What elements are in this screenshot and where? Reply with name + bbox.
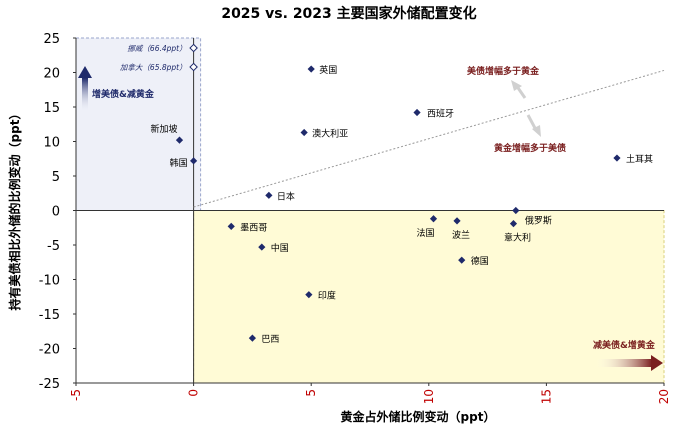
annotation-bottom-right: 减美债&增黄金 bbox=[593, 339, 656, 351]
y-tick-label: 15 bbox=[43, 101, 60, 116]
data-point bbox=[613, 154, 621, 162]
up-arrow-icon bbox=[78, 66, 92, 112]
down-right-gray-arrow-icon bbox=[526, 114, 541, 137]
offscale-point-label: 加拿大（65.8ppt） bbox=[120, 63, 187, 72]
right-arrow-icon bbox=[596, 355, 663, 371]
offscale-data-point bbox=[189, 62, 198, 72]
x-tick-labels: -5 0 5 10 15 20 bbox=[69, 383, 671, 404]
y-tick-label: -15 bbox=[39, 308, 60, 323]
offscale-point-label: 挪威（66.4ppt） bbox=[127, 44, 186, 53]
y-tick-label: 10 bbox=[43, 136, 60, 151]
y-axis-label: 持有美债相比外储的比例变动（ppt） bbox=[7, 108, 22, 311]
point-label: 西班牙 bbox=[427, 108, 454, 120]
data-points bbox=[175, 43, 621, 342]
y-tick-label: -5 bbox=[47, 239, 60, 254]
point-label: 法国 bbox=[416, 227, 434, 239]
offscale-data-point bbox=[189, 43, 198, 53]
data-point bbox=[429, 215, 438, 223]
point-label: 澳大利亚 bbox=[312, 128, 348, 140]
data-point bbox=[265, 191, 273, 199]
data-point bbox=[512, 206, 520, 215]
x-tick-label: -5 bbox=[69, 389, 83, 401]
y-tick-label: -25 bbox=[39, 377, 60, 392]
data-point bbox=[307, 65, 315, 73]
y-tick-label: 0 bbox=[52, 205, 60, 220]
point-label: 俄罗斯 bbox=[525, 215, 552, 227]
data-point bbox=[248, 334, 256, 342]
up-right-gray-arrow-icon bbox=[511, 80, 527, 99]
x-tick-label: 10 bbox=[422, 389, 436, 404]
data-point bbox=[413, 108, 421, 117]
point-label: 土耳其 bbox=[626, 153, 653, 165]
axes bbox=[75, 38, 664, 384]
y-tick-label: 25 bbox=[43, 32, 60, 47]
data-point bbox=[190, 157, 198, 165]
data-point bbox=[509, 220, 518, 228]
data-point bbox=[458, 256, 466, 264]
reference-line bbox=[193, 69, 665, 208]
point-label: 德国 bbox=[471, 255, 489, 267]
point-label: 波兰 bbox=[452, 229, 470, 241]
data-point bbox=[300, 128, 308, 137]
data-point bbox=[227, 222, 235, 230]
data-point bbox=[258, 243, 266, 251]
point-label: 中国 bbox=[271, 242, 289, 254]
x-tick-label: 5 bbox=[304, 389, 318, 397]
x-tick-label: 20 bbox=[657, 389, 671, 404]
data-point bbox=[453, 217, 461, 225]
point-label: 印度 bbox=[318, 290, 336, 302]
data-point bbox=[305, 291, 313, 299]
x-axis-label: 黄金占外储比例变动（ppt） bbox=[341, 409, 496, 424]
quadrant-bottom-right bbox=[193, 210, 665, 384]
y-tick-label: 20 bbox=[43, 67, 60, 82]
point-label: 日本 bbox=[277, 190, 295, 202]
point-label: 韩国 bbox=[170, 157, 188, 169]
point-label: 意大利 bbox=[504, 232, 531, 244]
point-label: 墨西哥 bbox=[240, 222, 267, 233]
annotation-top-left: 增美债&减黄金 bbox=[92, 88, 155, 100]
x-tick-label: 15 bbox=[539, 389, 553, 404]
chart-title: 2025 vs. 2023 主要国家外储配置变化 bbox=[221, 5, 476, 22]
point-label: 新加坡 bbox=[150, 123, 177, 135]
y-tick-label: 5 bbox=[52, 170, 60, 185]
annotation-above-line: 美债增幅多于黄金 bbox=[467, 65, 540, 77]
x-tick-label: 0 bbox=[187, 389, 201, 397]
annotation-below-line: 黄金增幅多于美债 bbox=[494, 142, 566, 154]
point-label: 英国 bbox=[319, 64, 337, 76]
y-tick-labels: 25 20 15 10 5 0 -5 -10 -15 -20 -25 bbox=[39, 32, 76, 392]
y-tick-label: -20 bbox=[39, 343, 60, 358]
point-label: 巴西 bbox=[261, 334, 279, 345]
y-tick-label: -10 bbox=[39, 274, 60, 289]
quadrant-top-left bbox=[75, 37, 202, 211]
data-point bbox=[175, 136, 184, 144]
